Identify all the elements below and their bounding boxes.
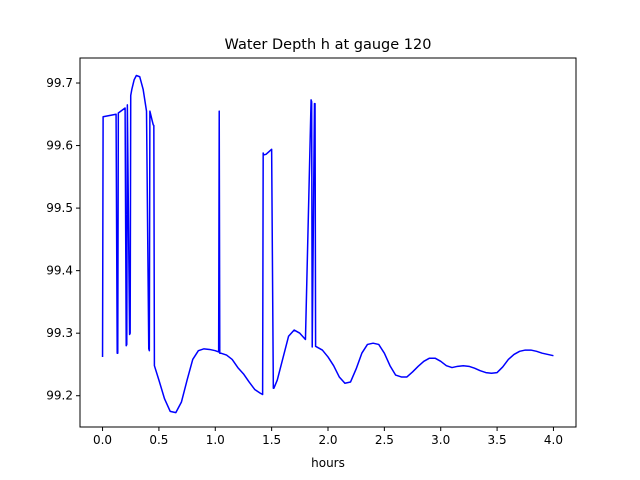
plot-frame	[79, 57, 577, 428]
x-tick-label: 1.5	[262, 433, 281, 447]
x-axis-label: hours	[311, 456, 345, 470]
y-tick-label: 99.5	[46, 201, 73, 215]
y-axis-ticks: 99.2 99.3 99.4 99.5 99.6 99.7	[46, 76, 80, 403]
y-tick-label: 99.7	[46, 76, 73, 90]
series-line-0	[101, 74, 554, 414]
x-tick-label: 2.0	[318, 433, 337, 447]
x-tick-label: 3.5	[488, 433, 507, 447]
series-layer	[101, 74, 554, 414]
y-tick-label: 99.2	[46, 389, 73, 403]
x-tick-label: 4.0	[544, 433, 563, 447]
x-tick-label: 1.0	[206, 433, 225, 447]
x-tick-label: 3.0	[431, 433, 450, 447]
x-tick-label: 0.5	[149, 433, 168, 447]
chart-title: Water Depth h at gauge 120	[225, 37, 432, 53]
y-tick-label: 99.3	[46, 326, 73, 340]
x-tick-label: 2.5	[375, 433, 394, 447]
y-tick-label: 99.6	[46, 139, 73, 153]
x-axis-ticks: 0.0 0.5 1.0 1.5 2.0 2.5 3.0 3.5 4.0	[93, 427, 563, 447]
y-tick-label: 99.4	[46, 264, 73, 278]
x-tick-label: 0.0	[93, 433, 112, 447]
